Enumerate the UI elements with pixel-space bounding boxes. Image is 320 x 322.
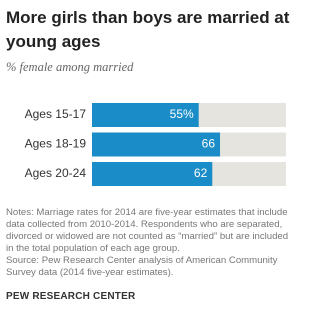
category-label: Ages 18-19 — [25, 137, 87, 151]
category-label: Ages 20-24 — [25, 166, 87, 180]
source-text: Source: Pew Research Center analysis of … — [6, 255, 278, 278]
credit: PEW RESEARCH CENTER — [6, 291, 136, 302]
notes-text: Notes: Marriage rates for 2014 are five-… — [6, 207, 289, 254]
bar — [92, 132, 221, 157]
bar — [92, 162, 213, 186]
page: {"chart_data": {"type": "bar", "orientat… — [6, 8, 298, 302]
value-label: 55% — [170, 107, 194, 121]
notes: Notes: Marriage rates for 2014 are five-… — [6, 207, 298, 279]
category-label: Ages 15-17 — [25, 107, 87, 121]
chart: Ages 15-17 55% Ages 18-19 66 Ages 20-24 62 — [25, 103, 286, 186]
bar — [92, 103, 199, 127]
value-label: 66 — [202, 137, 216, 151]
chart-title: More girls than boys are married at youn… — [6, 8, 290, 51]
chart-subtitle: % female among married — [6, 60, 134, 74]
value-label: 62 — [194, 166, 208, 180]
